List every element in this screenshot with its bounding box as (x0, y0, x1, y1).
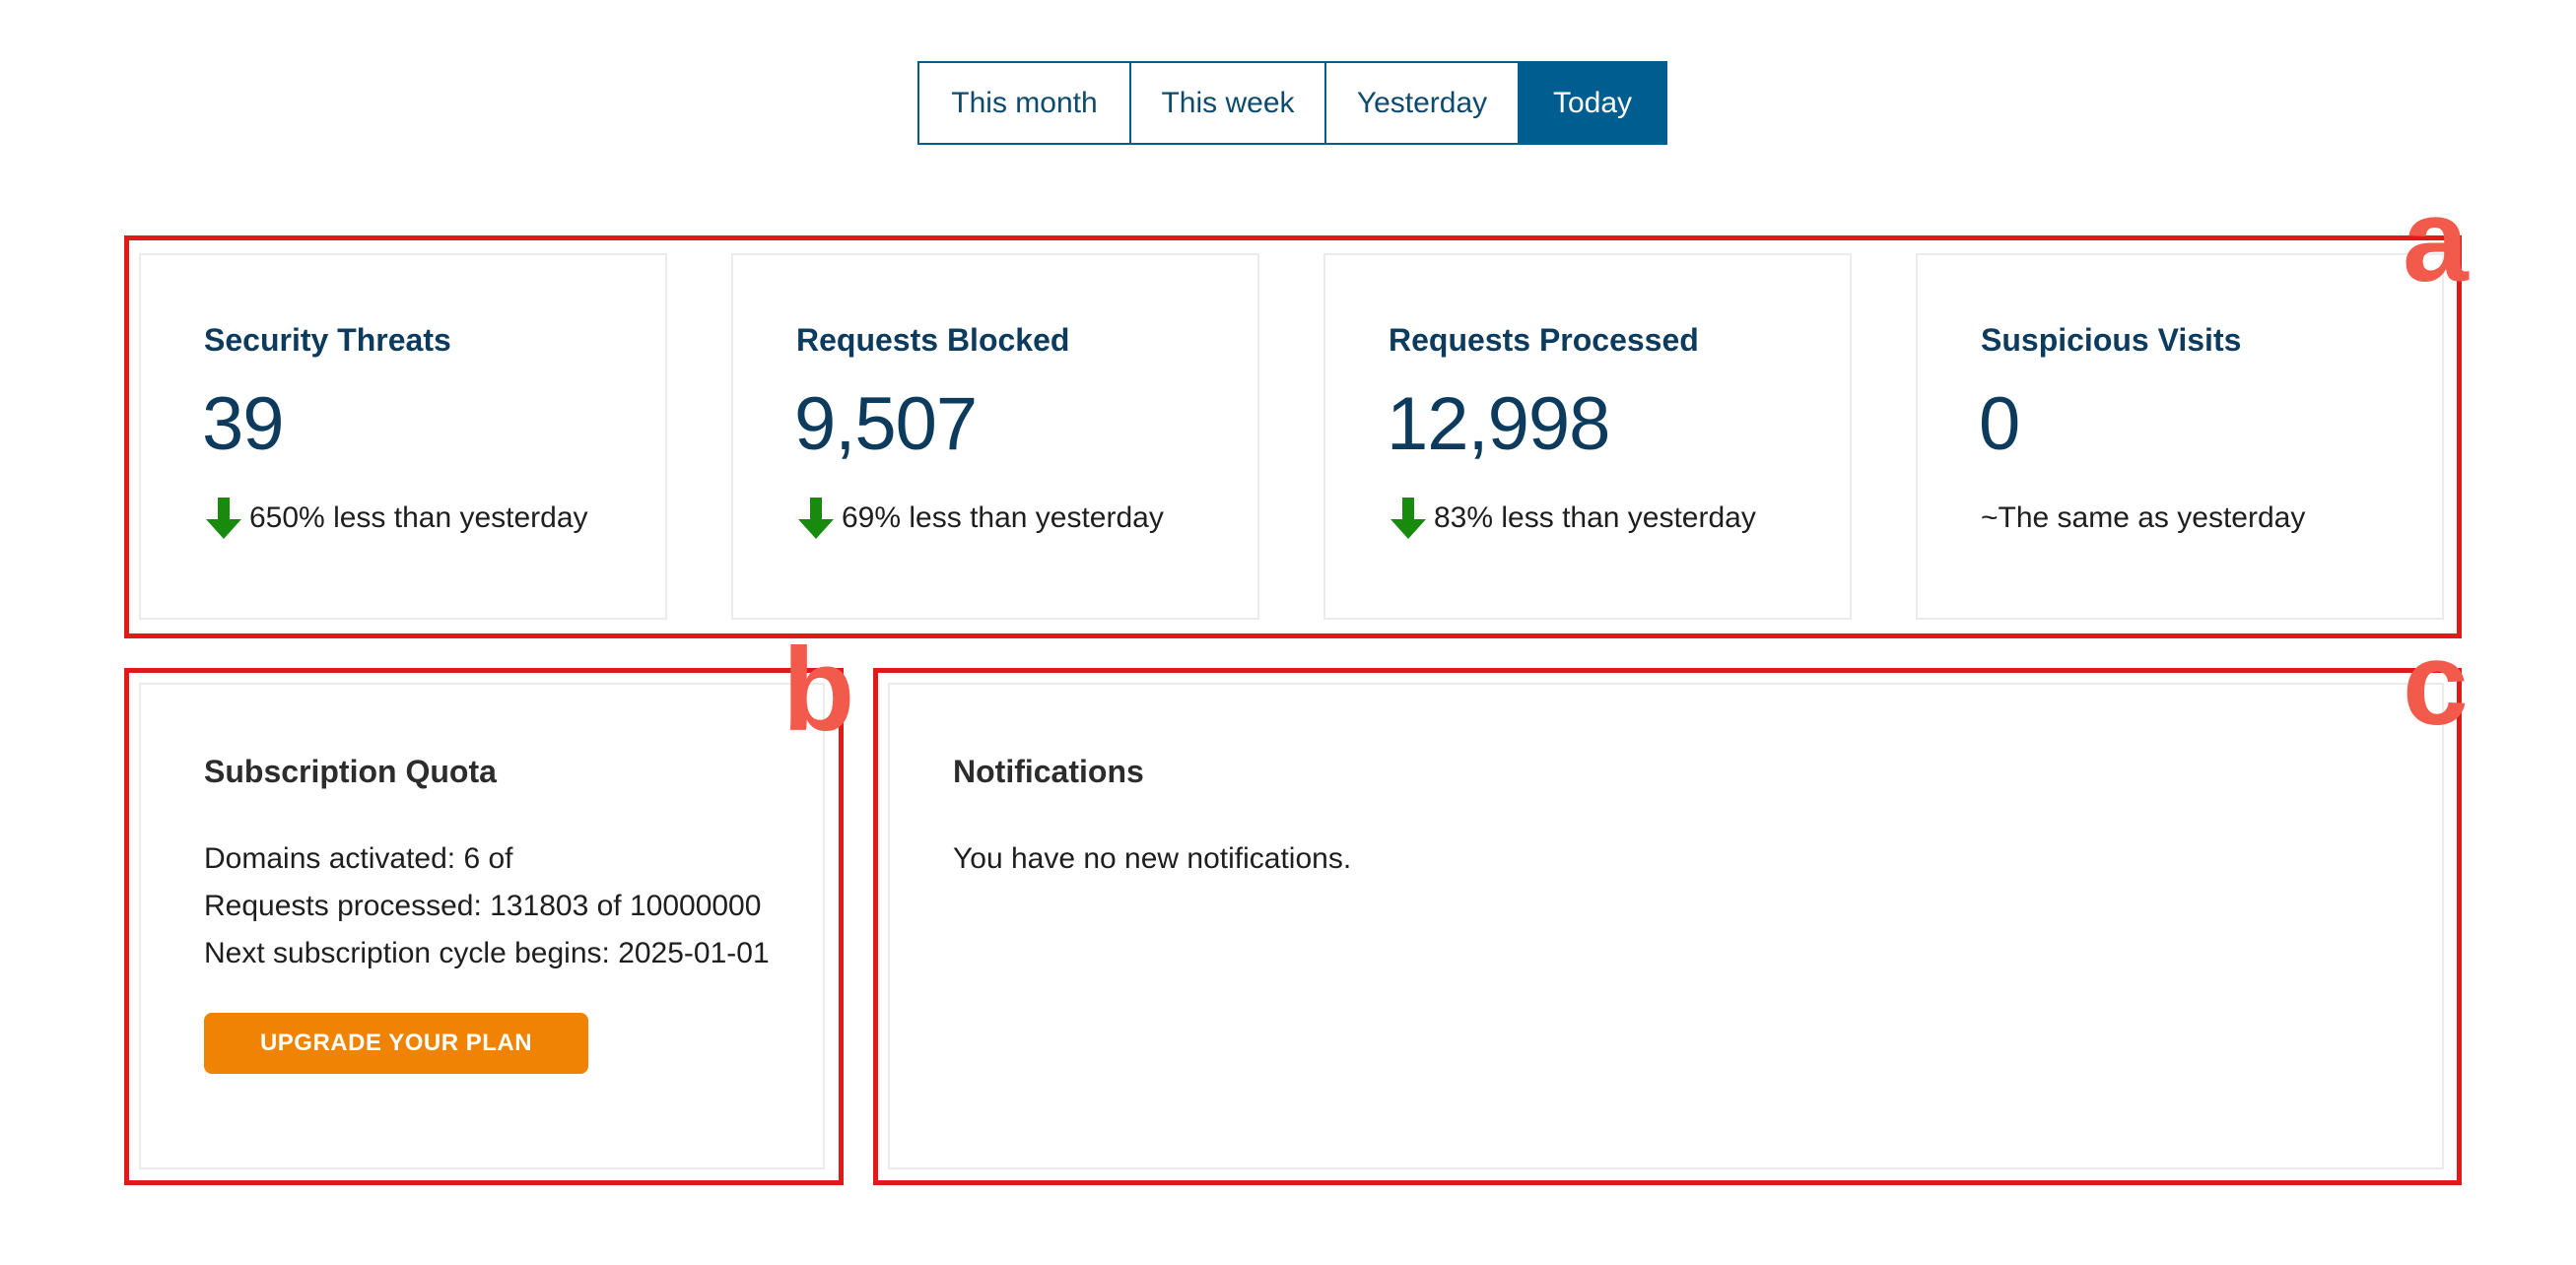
stat-card-requests-processed: Requests Processed 12,998 83% less than … (1323, 253, 1852, 620)
stat-change-text: 650% less than yesterday (249, 501, 588, 534)
notifications-panel: Notifications You have no new notificati… (888, 683, 2444, 1169)
domains-activated-text: Domains activated: 6 of (204, 842, 513, 875)
annotation-label-b: b (782, 624, 855, 756)
next-cycle-text: Next subscription cycle begins: 2025-01-… (204, 937, 770, 969)
annotation-label-a: a (2403, 174, 2469, 306)
subscription-title: Subscription Quota (204, 754, 497, 789)
stat-card-suspicious-visits: Suspicious Visits 0 ~The same as yesterd… (1916, 253, 2444, 620)
requests-processed-text: Requests processed: 131803 of 10000000 (204, 890, 762, 922)
notifications-message: You have no new notifications. (953, 842, 1352, 875)
stat-change: 69% less than yesterday (796, 496, 1164, 541)
stat-card-requests-blocked: Requests Blocked 9,507 69% less than yes… (731, 253, 1259, 620)
tab-yesterday[interactable]: Yesterday (1326, 63, 1520, 143)
arrow-down-icon (796, 496, 836, 541)
stat-change: ~The same as yesterday (1981, 496, 2305, 541)
stat-value: 0 (1979, 382, 2020, 466)
tab-today[interactable]: Today (1520, 63, 1665, 143)
tab-this-week[interactable]: This week (1131, 63, 1326, 143)
period-selector: This month This week Yesterday Today (917, 61, 1667, 145)
stat-change: 650% less than yesterday (204, 496, 588, 541)
tab-this-month[interactable]: This month (919, 63, 1131, 143)
stat-value: 39 (202, 382, 285, 466)
arrow-down-icon (1389, 496, 1428, 541)
stat-value: 9,507 (794, 382, 978, 466)
notifications-title: Notifications (953, 754, 1144, 789)
stat-change: 83% less than yesterday (1389, 496, 1756, 541)
upgrade-plan-button[interactable]: UPGRADE YOUR PLAN (204, 1013, 588, 1074)
stat-change-text: 69% less than yesterday (842, 501, 1164, 534)
arrow-down-icon (204, 496, 243, 541)
stat-change-text: 83% less than yesterday (1434, 501, 1756, 534)
stat-value: 12,998 (1387, 382, 1610, 466)
stat-card-security-threats: Security Threats 39 650% less than yeste… (139, 253, 667, 620)
annotation-label-c: c (2403, 618, 2469, 750)
stat-title: Suspicious Visits (1981, 322, 2242, 358)
stat-title: Requests Blocked (796, 322, 1070, 358)
stat-title: Requests Processed (1389, 322, 1699, 358)
subscription-quota-panel: Subscription Quota Domains activated: 6 … (139, 683, 825, 1169)
stat-title: Security Threats (204, 322, 451, 358)
stat-change-text: ~The same as yesterday (1981, 501, 2306, 534)
